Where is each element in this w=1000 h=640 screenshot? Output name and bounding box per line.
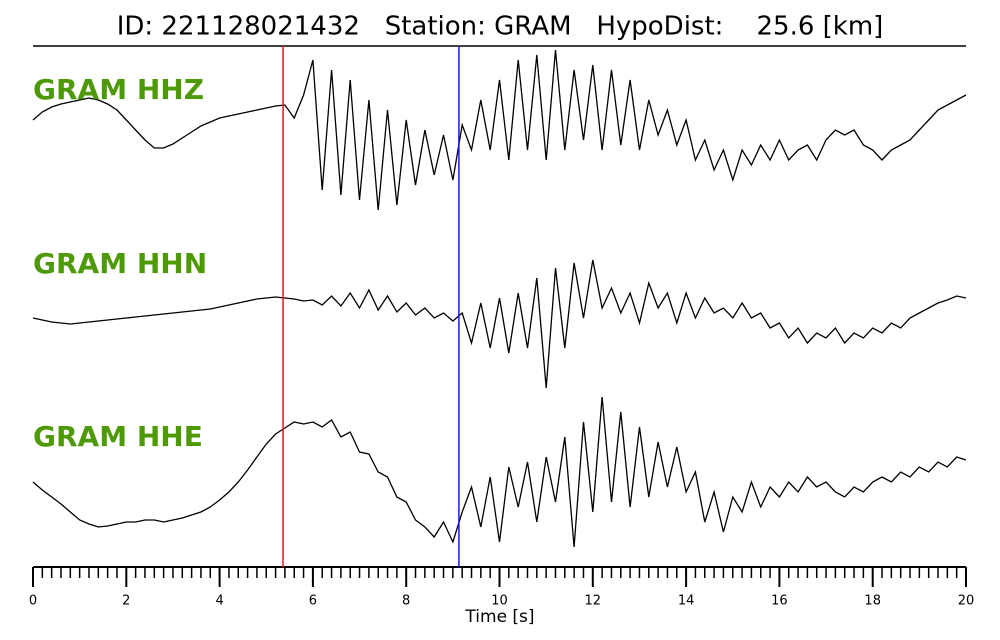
trace-label: GRAM HHE (33, 420, 203, 453)
x-tick-label: 0 (29, 594, 37, 609)
trace-label: GRAM HHZ (33, 73, 204, 106)
x-tick-label: 4 (215, 594, 223, 609)
x-tick-label: 16 (771, 594, 788, 609)
trace-label: GRAM HHN (33, 247, 207, 280)
x-tick-label: 18 (864, 594, 881, 609)
x-tick-label: 10 (491, 594, 508, 609)
trace (32, 259, 967, 389)
x-tick-label: 12 (585, 594, 602, 609)
trace (32, 396, 967, 548)
x-axis-label: Time [s] (464, 607, 534, 627)
x-tick-label: 14 (678, 594, 695, 609)
x-tick-label: 6 (309, 594, 317, 609)
chart-title: ID: 221128021432 Station: GRAM HypoDist:… (117, 12, 884, 42)
x-tick-label: 8 (402, 594, 410, 609)
x-tick-label: 2 (122, 594, 130, 609)
trace (32, 49, 967, 211)
x-tick-label: 20 (958, 594, 975, 609)
